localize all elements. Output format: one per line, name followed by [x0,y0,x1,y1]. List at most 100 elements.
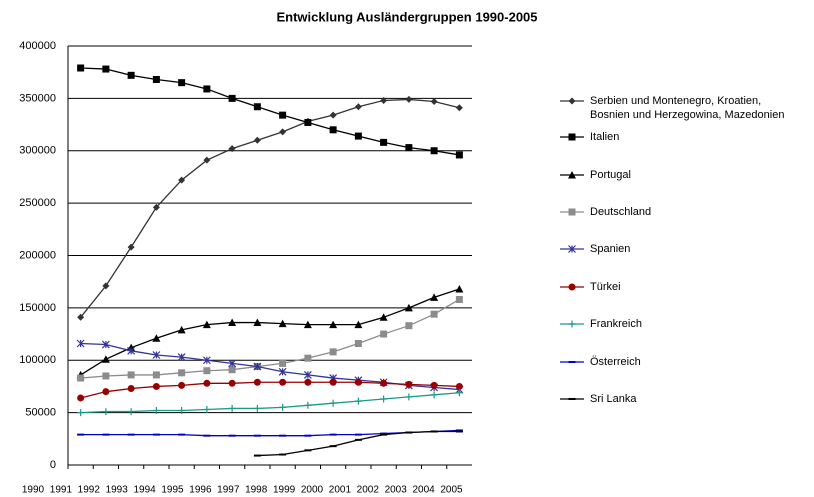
y-tick-label: 200000 [19,249,56,261]
marker [279,359,287,367]
x-tick-label: 2000 [301,485,324,496]
y-tick-label: 150000 [19,302,56,314]
marker [228,366,236,374]
y-tick-label: 300000 [19,145,56,157]
marker [303,320,312,329]
marker [329,320,338,329]
marker [127,385,135,393]
marker [568,320,576,328]
marker [430,381,438,389]
y-tick-label: 0 [50,459,56,471]
marker [178,369,186,377]
x-tick-label: 1992 [78,485,101,496]
marker [228,379,236,387]
legend-label: Österreich [590,356,641,368]
series-line [80,288,460,376]
marker [379,313,388,321]
marker [102,372,110,380]
marker [77,64,85,72]
marker [228,404,236,412]
x-tick-label: 1998 [245,485,268,496]
marker [152,407,160,415]
marker [203,405,211,413]
marker [203,379,211,387]
marker [102,65,110,73]
marker [152,351,161,359]
marker [177,325,186,334]
marker [152,371,160,379]
marker [329,111,337,119]
marker [430,391,438,399]
marker [405,393,413,401]
marker [101,355,110,363]
marker [568,283,576,291]
marker [329,126,337,134]
x-tick-label: 2003 [385,485,408,496]
marker [380,96,388,104]
legend-label: Frankreich [590,318,642,330]
series-line [80,67,460,156]
marker [404,303,413,312]
series-line [80,392,460,414]
legend-label: Italien [590,131,620,143]
x-tick-label: 1991 [50,485,73,496]
marker [380,379,388,387]
marker [278,367,287,376]
marker [228,318,237,327]
x-tick-label: 1995 [161,485,184,496]
y-tick-label: 250000 [19,197,56,209]
marker [455,151,463,159]
x-tick-label: 1996 [189,485,212,496]
marker [76,339,85,348]
marker [279,378,287,386]
marker [228,359,237,368]
marker [152,382,160,390]
marker [380,330,388,338]
marker [127,243,135,251]
legend-label: Deutschland [590,206,652,218]
marker [568,133,576,141]
y-tick-label: 100000 [19,354,56,366]
marker [304,378,312,386]
marker [278,319,287,328]
marker [279,403,287,411]
marker [127,408,135,416]
marker [228,145,236,153]
legend-label: Sri Lanka [590,393,637,405]
marker [380,138,388,146]
marker [329,348,337,356]
x-tick-label: 1994 [133,485,156,496]
marker [127,71,135,79]
series-line [80,98,460,318]
marker [430,98,438,106]
marker [405,144,413,152]
marker [430,310,438,318]
marker [253,103,261,111]
marker [152,76,160,84]
marker [253,404,261,412]
marker [304,401,312,409]
marker [455,104,463,112]
x-tick-label: 2004 [412,485,435,496]
marker [253,318,262,327]
marker [253,136,261,144]
x-tick-label: 2002 [357,485,380,496]
marker [405,380,413,388]
x-tick-label: 1999 [273,485,296,496]
marker [279,111,287,119]
legend-label: Portugal [590,169,631,181]
marker [77,394,85,402]
marker [279,128,287,136]
marker [253,378,261,386]
marker [303,370,312,379]
series-line [80,298,460,379]
marker [405,322,413,330]
marker [253,362,262,371]
marker [354,320,363,329]
marker [354,339,362,347]
marker [455,382,463,390]
marker [178,79,186,87]
legend-label: Türkei [590,281,621,293]
